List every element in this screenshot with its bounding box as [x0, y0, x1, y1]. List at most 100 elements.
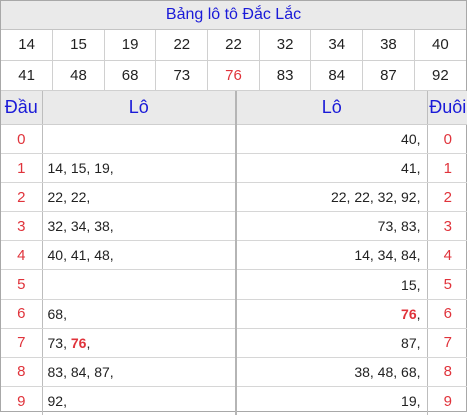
number-cell: 83	[259, 60, 311, 90]
lo-left-cell: 83, 84, 87,	[42, 357, 236, 386]
duoi-digit: 3	[427, 212, 467, 241]
number-cell: 15	[53, 30, 105, 60]
number-list: 38, 48, 68,	[354, 364, 420, 380]
lo-right-cell: 73, 83,	[236, 212, 427, 241]
lo-left-cell	[42, 125, 236, 154]
number-list: 41,	[401, 160, 420, 176]
loto-row: 1 14, 15, 19, 41, 1	[1, 154, 467, 183]
duoi-digit: 6	[427, 299, 467, 328]
duoi-digit: 9	[427, 386, 467, 415]
header-duoi: Đuôi	[427, 91, 467, 125]
number-list: 14, 15, 19,	[48, 160, 114, 176]
dau-digit: 8	[1, 357, 42, 386]
dau-digit: 9	[1, 386, 42, 415]
duoi-digit: 0	[427, 125, 467, 154]
highlighted-number: 76	[71, 335, 87, 351]
loto-row: 9 92, 19, 9	[1, 386, 467, 415]
lo-right-cell: 19,	[236, 386, 427, 415]
duoi-digit: 2	[427, 183, 467, 212]
header-dau: Đầu	[1, 91, 42, 125]
lo-left-cell: 32, 34, 38,	[42, 212, 236, 241]
lo-right-cell: 40,	[236, 125, 427, 154]
board-title: Bảng lô tô Đắc Lắc	[1, 1, 466, 30]
number-cell: 92	[414, 60, 466, 90]
lo-right-cell: 15,	[236, 270, 427, 299]
number-list: ,	[86, 335, 90, 351]
highlighted-number: 76	[401, 306, 417, 322]
number-list: 92,	[48, 393, 67, 409]
lo-left-cell: 14, 15, 19,	[42, 154, 236, 183]
lo-left-cell	[42, 270, 236, 299]
dau-digit: 6	[1, 299, 42, 328]
number-list: 87,	[401, 335, 420, 351]
number-list: 19,	[401, 393, 420, 409]
dau-digit: 4	[1, 241, 42, 270]
lo-left-cell: 40, 41, 48,	[42, 241, 236, 270]
number-cell: 40	[414, 30, 466, 60]
number-list: 14, 34, 84,	[354, 247, 420, 263]
lo-right-cell: 76,	[236, 299, 427, 328]
number-cell: 14	[1, 30, 53, 60]
duoi-digit: 8	[427, 357, 467, 386]
number-list: 32, 34, 38,	[48, 218, 114, 234]
lo-left-cell: 68,	[42, 299, 236, 328]
number-list: 83, 84, 87,	[48, 364, 114, 380]
duoi-digit: 4	[427, 241, 467, 270]
number-cell: 84	[311, 60, 363, 90]
number-cell: 87	[363, 60, 415, 90]
dau-digit: 5	[1, 270, 42, 299]
dau-digit: 7	[1, 328, 42, 357]
lo-left-cell: 92,	[42, 386, 236, 415]
number-list: 68,	[48, 306, 67, 322]
number-list: 40,	[401, 131, 420, 147]
number-cell: 48	[53, 60, 105, 90]
number-cell: 22	[156, 30, 208, 60]
number-list: ,	[417, 306, 421, 322]
lo-right-cell: 22, 22, 32, 92,	[236, 183, 427, 212]
lo-left-cell: 73, 76,	[42, 328, 236, 357]
dau-digit: 0	[1, 125, 42, 154]
dau-digit: 3	[1, 212, 42, 241]
loto-row: 8 83, 84, 87, 38, 48, 68, 8	[1, 357, 467, 386]
number-cell: 76	[208, 60, 260, 90]
number-list: 73,	[48, 335, 71, 351]
lo-right-cell: 14, 34, 84,	[236, 241, 427, 270]
number-cell: 34	[311, 30, 363, 60]
loto-row: 2 22, 22, 22, 22, 32, 92, 2	[1, 183, 467, 212]
number-cell: 32	[259, 30, 311, 60]
lo-right-cell: 38, 48, 68,	[236, 357, 427, 386]
header-lo-left: Lô	[42, 91, 236, 125]
duoi-digit: 7	[427, 328, 467, 357]
number-cell: 73	[156, 60, 208, 90]
lo-left-cell: 22, 22,	[42, 183, 236, 212]
number-cell: 19	[104, 30, 156, 60]
dau-digit: 2	[1, 183, 42, 212]
number-list: 22, 22,	[48, 189, 91, 205]
loto-header-row: Đầu Lô Lô Đuôi	[1, 91, 467, 125]
dau-digit: 1	[1, 154, 42, 183]
duoi-digit: 5	[427, 270, 467, 299]
header-lo-right: Lô	[236, 91, 427, 125]
loto-row: 3 32, 34, 38, 73, 83, 3	[1, 212, 467, 241]
number-cell: 41	[1, 60, 53, 90]
number-list: 40, 41, 48,	[48, 247, 114, 263]
duoi-digit: 1	[427, 154, 467, 183]
lo-right-cell: 41,	[236, 154, 427, 183]
loto-row: 4 40, 41, 48, 14, 34, 84, 4	[1, 241, 467, 270]
number-cell: 22	[208, 30, 260, 60]
lo-right-cell: 87,	[236, 328, 427, 357]
number-cell: 68	[104, 60, 156, 90]
number-list: 15,	[401, 277, 420, 293]
number-list: 73, 83,	[378, 218, 421, 234]
number-list: 22, 22, 32, 92,	[331, 189, 421, 205]
number-cell: 38	[363, 30, 415, 60]
